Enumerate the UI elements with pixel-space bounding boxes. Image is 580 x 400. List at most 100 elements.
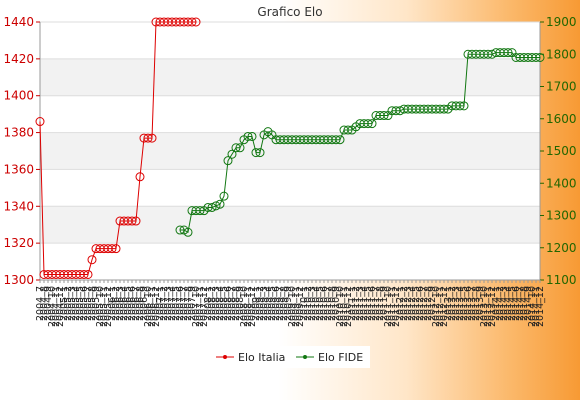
x-tick-label: 2006_9 [139,286,150,321]
x-tick-label: 2014_1 [491,286,502,321]
x-tick-label: 2007_9 [187,286,198,321]
x-tick-label: 2007_12 [199,286,210,327]
x-tick-label: 2009_4 [263,286,274,321]
x-tick-label: 2005_5 [75,286,86,321]
x-tick-label: 2014_5 [507,286,518,321]
left-tick-label: 1360 [3,162,34,176]
chart-title: Grafico Elo [257,5,322,19]
left-tick-label: 1400 [3,89,34,103]
x-tick-label: 2010_6 [319,286,330,321]
x-tick-label: 2005_9 [91,286,102,321]
x-tick-label: 2009_8 [279,286,290,321]
data-point-fide [439,104,449,114]
data-point-italia [127,216,137,226]
right-tick-label: 1200 [546,241,577,255]
x-tick-label: 2006_5 [123,286,134,321]
x-tick-label: 2013_9 [475,286,486,321]
x-tick-label: 2004_10 [47,286,58,327]
data-point-fide [243,131,253,141]
x-tick-label: 2009_2 [255,286,266,321]
legend-label-fide: Elo FIDE [318,351,363,364]
data-point-fide [535,52,545,62]
x-tick-label: 2008_5 [219,286,230,321]
legend: Elo Italia Elo FIDE [210,346,370,368]
legend-marker-italia [223,355,227,359]
x-tick-label: 2012_6 [415,286,426,321]
x-tick-label: 2009_11 [291,286,302,327]
data-point-fide [455,101,465,111]
x-tick-label: 2009_1 [251,286,262,321]
x-tick-label: 2012_7 [419,286,430,321]
x-tick-label: 2014_12 [535,286,546,327]
x-tick-label: 2010_1 [299,286,310,321]
x-tick-label: 2009_5 [267,286,278,321]
x-tick-label: 2005_10 [95,286,106,327]
data-point-fide [175,225,185,235]
x-tick-label: 2011_2 [351,286,362,321]
data-point-fide [503,48,513,58]
right-tick-label: 1300 [546,209,577,223]
left-tick-label: 1420 [3,52,34,66]
x-tick-label: 2011_12 [391,286,402,327]
x-tick-label: 2014_3 [499,286,510,321]
x-tick-label: 2007_2 [159,286,170,321]
x-tick-label: 2013_4 [455,286,466,321]
x-tick-label: 2010_9 [331,286,342,321]
x-tick-label: 2010_12 [343,286,354,327]
data-point-fide [255,148,265,158]
x-tick-label: 2011_5 [363,286,374,321]
x-tick-label: 2009_10 [287,286,298,327]
right-tick-label: 1700 [546,80,577,94]
x-tick-label: 2010_5 [315,286,326,321]
x-tick-label: 2013_5 [459,286,470,321]
x-tick-label: 2014_8 [519,286,530,321]
data-point-fide [331,135,341,145]
x-tick-label: 2006_6 [127,286,138,321]
x-tick-label: 2008_11 [243,286,254,327]
data-point-fide [219,191,229,201]
data-point-fide [247,131,257,141]
x-tick-label: 2007_4 [167,286,178,321]
x-tick-label: 2007_10 [191,286,202,327]
x-tick-label: 2009_12 [295,286,306,327]
left-tick-label: 1380 [3,126,34,140]
left-tick-label: 1320 [3,236,34,250]
x-tick-label: 2012_3 [403,286,414,321]
x-tick-label: 2006_2 [111,286,122,321]
x-tick-label: 2007_5 [171,286,182,321]
x-tick-label: 2005_11 [99,286,110,327]
x-tick-label: 2006_4 [119,286,130,321]
left-tick-label: 1340 [3,199,34,213]
legend-marker-fide [303,355,307,359]
x-tick-label: 2012_12 [439,286,450,327]
x-tick-label: 2012_1 [395,286,406,321]
x-tick-label: 2007_7 [179,286,190,321]
x-tick-label: 2008_6 [223,286,234,321]
right-tick-label: 1500 [546,144,577,158]
data-point-fide [227,149,237,159]
x-tick-label: 2013_12 [487,286,498,327]
x-tick-label: 2014_2 [495,286,506,321]
data-point-fide [379,111,389,121]
data-point-fide [235,143,245,153]
data-point-fide [363,119,373,129]
left-tick-label: 1300 [3,273,34,287]
x-tick-label: 2010_3 [307,286,318,321]
x-tick-label: 2012_2 [399,286,410,321]
x-tick-label: 2012_8 [423,286,434,321]
right-tick-label: 1800 [546,47,577,61]
grid-band [40,132,540,170]
data-point-fide [207,202,217,212]
grid-band [40,206,540,244]
x-tick-label: 2014_6 [511,286,522,321]
data-point-italia [187,17,197,27]
data-point-fide [335,135,345,145]
x-tick-label: 2011_7 [371,286,382,321]
data-point-italia [131,216,141,226]
x-tick-label: 2013_11 [483,286,494,327]
x-tick-label: 2006_12 [151,286,162,327]
x-tick-label: 2004_11 [51,286,62,327]
left-tick-label: 1440 [3,15,34,29]
